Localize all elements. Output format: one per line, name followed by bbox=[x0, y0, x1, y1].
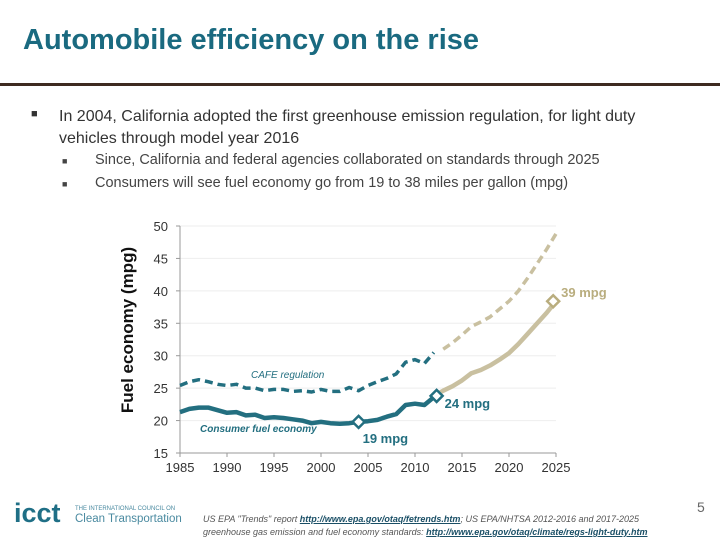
data-label: 24 mpg bbox=[445, 396, 491, 411]
citation-text: ; US EPA/NHTSA 2012-2016 and 2017-2025 bbox=[460, 514, 640, 524]
citation-text: greenhouse gas emission and fuel economy… bbox=[203, 527, 427, 537]
y-tick-label: 40 bbox=[154, 284, 168, 299]
bullet-icon: ■ bbox=[62, 179, 68, 189]
series-line-0 bbox=[179, 395, 436, 427]
main-bullet: In 2004, California adopted the first gr… bbox=[59, 108, 636, 147]
page-number: 5 bbox=[697, 499, 705, 515]
logo-mark: icct bbox=[14, 498, 61, 528]
series-label-consumer: Consumer fuel economy bbox=[200, 424, 317, 435]
series-line-1 bbox=[437, 299, 558, 396]
x-tick-label: 2005 bbox=[354, 460, 383, 475]
bullet-icon: ■ bbox=[31, 108, 38, 120]
x-tick-label: 2000 bbox=[307, 460, 336, 475]
sub-bullet: Consumers will see fuel economy go from … bbox=[95, 175, 569, 191]
data-label: 39 mpg bbox=[561, 285, 607, 300]
data-marker bbox=[350, 414, 367, 430]
epa-trends-link[interactable]: http://www.epa.gov/otaq/fetrends.htm bbox=[299, 514, 461, 524]
epa-regs-link[interactable]: http://www.epa.gov/otaq/climate/regs-lig… bbox=[426, 527, 648, 537]
x-tick-label: 2015 bbox=[448, 460, 477, 475]
source-citation: US EPA "Trends" report http://www.epa.go… bbox=[203, 513, 647, 539]
series-line-2 bbox=[179, 351, 436, 394]
y-tick-label: 15 bbox=[154, 446, 168, 461]
x-tick-label: 1990 bbox=[213, 460, 242, 475]
logo-line2: Clean Transportation bbox=[75, 513, 182, 525]
data-label: 19 mpg bbox=[363, 431, 409, 446]
sub-bullet: Since, California and federal agencies c… bbox=[95, 152, 600, 168]
data-marker bbox=[428, 388, 445, 404]
title-divider bbox=[0, 83, 720, 86]
x-tick-label: 2020 bbox=[495, 460, 524, 475]
slide-title: Automobile efficiency on the rise bbox=[23, 24, 480, 56]
icct-logo: icct THE INTERNATIONAL COUNCIL ON Clean … bbox=[14, 498, 194, 533]
bullet-icon: ■ bbox=[62, 156, 68, 166]
x-tick-label: 1985 bbox=[166, 460, 195, 475]
y-tick-label: 50 bbox=[154, 219, 168, 234]
logo-line1: THE INTERNATIONAL COUNCIL ON bbox=[75, 506, 175, 512]
y-tick-label: 35 bbox=[154, 316, 168, 331]
series-line-3 bbox=[442, 232, 558, 351]
y-tick-label: 20 bbox=[154, 414, 168, 429]
y-tick-label: 25 bbox=[154, 381, 168, 396]
y-tick-label: 30 bbox=[154, 349, 168, 364]
y-tick-label: 45 bbox=[154, 251, 168, 266]
x-tick-label: 2025 bbox=[542, 460, 571, 475]
y-axis-label: Fuel economy (mpg) bbox=[118, 247, 137, 413]
series-label-cafe: CAFE regulation bbox=[251, 370, 325, 381]
x-tick-label: 2010 bbox=[401, 460, 430, 475]
x-tick-label: 1995 bbox=[260, 460, 289, 475]
citation-text: US EPA "Trends" report bbox=[203, 514, 300, 524]
data-marker bbox=[545, 293, 561, 310]
